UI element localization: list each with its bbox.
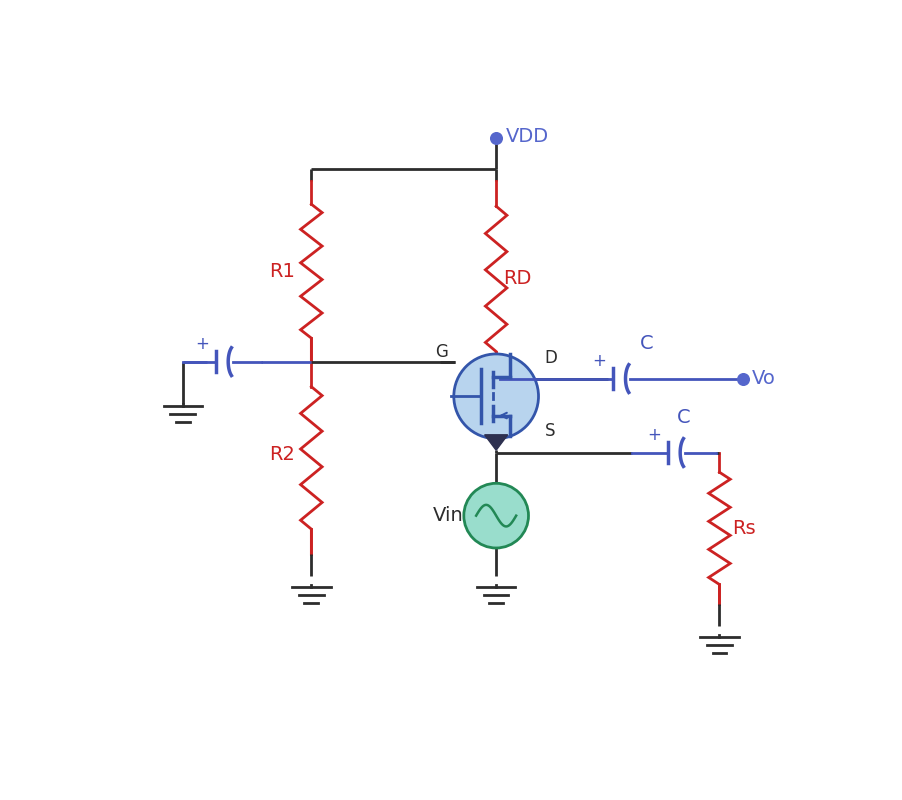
Text: Rs: Rs	[732, 519, 756, 538]
Text: R2: R2	[269, 445, 295, 463]
Text: +: +	[195, 335, 209, 353]
Point	[735, 372, 750, 385]
Text: VDD: VDD	[505, 127, 548, 146]
Point	[489, 132, 503, 145]
Circle shape	[464, 483, 529, 548]
Polygon shape	[484, 435, 508, 450]
Text: +: +	[593, 352, 606, 370]
Text: G: G	[435, 343, 447, 362]
Circle shape	[454, 354, 538, 438]
Text: +: +	[647, 426, 661, 444]
Text: RD: RD	[503, 270, 532, 288]
Text: S: S	[545, 422, 555, 440]
Text: D: D	[545, 349, 557, 366]
Text: R1: R1	[269, 262, 295, 281]
Text: Vin: Vin	[433, 506, 464, 525]
Text: Vo: Vo	[751, 369, 776, 388]
Text: C: C	[640, 334, 653, 354]
Text: C: C	[676, 408, 690, 427]
